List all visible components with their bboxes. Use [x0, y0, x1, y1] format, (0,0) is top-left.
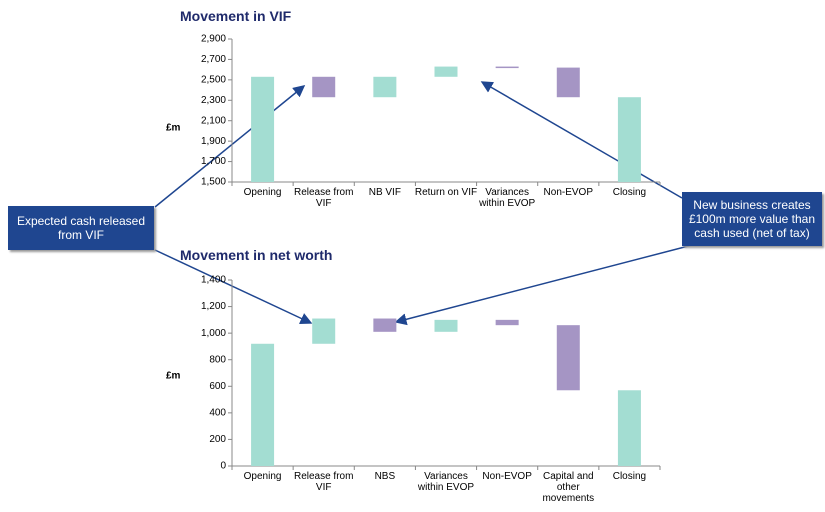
x-tick-label: NBS [374, 471, 396, 482]
x-tick-label: Release from VIF [293, 187, 354, 209]
bar [556, 67, 580, 98]
y-tick-label: 400 [209, 407, 226, 418]
y-tick-label: 800 [209, 354, 226, 365]
y-tick-label: 1,000 [201, 328, 226, 339]
x-tick-label: Release from VIF [293, 471, 354, 493]
y-axis-label: £m [166, 123, 181, 134]
y-tick-label: 2,500 [201, 74, 226, 85]
x-tick-label: Opening [243, 471, 282, 482]
y-tick-label: 2,900 [201, 34, 226, 45]
bar [617, 97, 641, 182]
x-tick-label: NB VIF [368, 187, 401, 198]
y-tick-label: 200 [209, 434, 226, 445]
bar [617, 390, 641, 466]
x-tick-label: Variances within EVOP [479, 187, 536, 209]
x-tick-label: Opening [243, 187, 282, 198]
y-tick-label: 600 [209, 381, 226, 392]
y-tick-label: 0 [220, 461, 226, 472]
x-tick-label: Return on VIF [414, 187, 478, 198]
bar [495, 66, 519, 69]
bar [312, 76, 336, 98]
chart-title: Movement in VIF [180, 8, 292, 24]
bar [434, 66, 458, 77]
y-tick-label: 2,700 [201, 54, 226, 65]
y-tick-label: 2,300 [201, 95, 226, 106]
y-tick-label: 1,400 [201, 275, 226, 286]
arrow [154, 85, 306, 208]
x-tick-label: Non-EVOP [482, 471, 532, 482]
bar [312, 318, 336, 344]
bar [495, 319, 519, 326]
y-tick-label: 1,700 [201, 156, 226, 167]
bar [251, 343, 275, 466]
bar [556, 325, 580, 391]
arrows [154, 81, 701, 326]
arrow [154, 249, 313, 324]
arrow [394, 242, 701, 326]
x-tick-label: Closing [612, 471, 647, 482]
y-axis-label: £m [166, 371, 181, 382]
x-tick-label: Closing [612, 187, 647, 198]
y-tick-label: 1,900 [201, 136, 226, 147]
x-tick-label: Non-EVOP [543, 187, 594, 198]
y-tick-label: 1,500 [201, 177, 226, 188]
annotation: Expected cash released from VIF [8, 206, 154, 250]
bar [373, 318, 397, 332]
bar [373, 76, 397, 98]
bar [434, 319, 458, 332]
bar [251, 76, 275, 182]
chart-title: Movement in net worth [180, 247, 333, 263]
annotation: New business creates £100m more value th… [682, 192, 822, 246]
x-tick-label: Capital and other movements [542, 471, 595, 504]
arrow [480, 81, 683, 199]
y-tick-label: 1,200 [201, 301, 226, 312]
x-tick-label: Variances within EVOP [417, 471, 475, 493]
y-tick-label: 2,100 [201, 115, 226, 126]
